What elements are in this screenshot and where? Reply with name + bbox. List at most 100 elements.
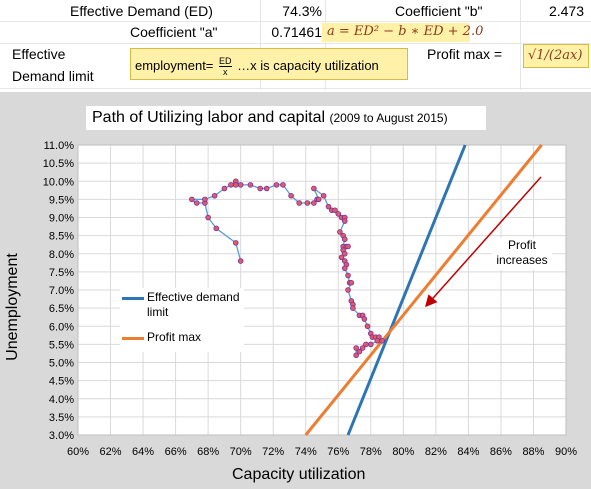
employment-fraction: ED x	[219, 56, 232, 77]
path-point	[379, 337, 385, 344]
y-tick-label: 8.0%	[49, 249, 74, 261]
y-tick-label: 10.5%	[43, 158, 74, 170]
y-tick-label: 6.5%	[49, 303, 74, 315]
legend-swatch-profit-max	[122, 337, 144, 340]
path-point	[247, 182, 254, 188]
legend-label-profit-max: Profit max	[147, 330, 202, 344]
ed-value[interactable]: 74.3%	[282, 3, 322, 19]
ed-limit-label-line2[interactable]: Demand limit	[12, 68, 94, 84]
formula-a-highlight	[322, 23, 470, 42]
annotation-arrow	[425, 176, 542, 308]
y-tick-label: 9.5%	[49, 194, 74, 206]
x-tick-label: 86%	[490, 446, 512, 458]
y-tick-label: 10.0%	[43, 176, 74, 188]
legend-swatch-ed-limit	[122, 297, 144, 300]
path-point	[350, 305, 356, 311]
chart-subtitle: (2009 to August 2015)	[329, 111, 448, 125]
legend-item-profit-max: Profit max	[122, 330, 201, 345]
path-point	[341, 250, 348, 257]
path-point	[361, 316, 368, 322]
ed-limit-label-line1[interactable]: Effective	[12, 46, 66, 62]
employment-formula-prefix: employment=	[135, 57, 214, 73]
y-tick-labels: 3.0% 3.5% 4.0% 4.5% 5.0% 5.5% 6.0% 6.5% 7.0% 7.5%…	[43, 140, 74, 442]
row-gridline	[0, 88, 591, 89]
fraction-numerator: ED	[219, 56, 232, 67]
col-gridline	[260, 0, 261, 90]
path-point	[228, 182, 234, 188]
y-tick-label: 8.5%	[49, 231, 74, 243]
path-point	[364, 323, 371, 330]
path-point	[315, 196, 322, 203]
path-point	[263, 185, 270, 192]
path-point	[341, 265, 348, 272]
legend-label-ed-limit: Effective demand limit	[147, 290, 240, 319]
x-tick-labels: 60% 62% 64% 66% 68% 70% 72% 74% 76% 78% 80% 82% 84% 8…	[67, 446, 577, 458]
path-point	[211, 192, 218, 199]
path-point	[237, 182, 244, 188]
coef-a-label[interactable]: Coefficient "a"	[130, 24, 218, 40]
path-point	[345, 287, 351, 293]
x-tick-label: 68%	[197, 446, 219, 458]
profit-max-formula[interactable]: √1/(2ax)	[528, 48, 583, 63]
series-line-profit-max	[304, 144, 543, 436]
y-tick-label: 3.5%	[49, 412, 74, 424]
x-axis-label: Capacity utilization	[232, 466, 366, 483]
path-point	[202, 196, 208, 203]
path-point	[356, 348, 363, 355]
path-point	[353, 345, 359, 351]
profit-increases-arrow	[425, 176, 542, 308]
path-point	[374, 337, 381, 344]
path-point	[320, 192, 327, 199]
fraction-denominator: x	[223, 67, 228, 77]
path-point	[304, 200, 311, 206]
coef-b-label[interactable]: Coefficient "b"	[395, 3, 483, 19]
path-point	[237, 258, 244, 264]
path-point	[348, 279, 355, 286]
formula-a[interactable]: a = ED² − b ∗ ED + 2.0	[327, 24, 484, 39]
path-point	[257, 185, 263, 192]
y-tick-label: 7.0%	[49, 285, 74, 297]
x-tick-label: 84%	[457, 446, 479, 458]
x-tick-label: 66%	[165, 446, 187, 458]
path-point	[325, 203, 332, 210]
profit-max-label[interactable]: Profit max =	[427, 46, 503, 62]
path-point	[359, 345, 366, 351]
x-tick-label: 60%	[67, 446, 89, 458]
path-point	[338, 254, 345, 261]
path-point	[363, 341, 369, 348]
path-point	[213, 225, 220, 232]
path-point	[232, 240, 239, 246]
ed-label[interactable]: Effective Demand (ED)	[70, 3, 213, 19]
annotation-line2: increases	[496, 253, 548, 267]
legend: Effective demand limit Profit max	[120, 288, 244, 352]
employment-formula-box	[130, 48, 408, 80]
series-line-effective-demand-limit	[346, 144, 467, 436]
col-gridline	[325, 0, 326, 90]
path-point	[288, 192, 294, 199]
annotation-label: Profit increases	[492, 238, 552, 270]
coef-b-value[interactable]: 2.473	[548, 3, 584, 19]
x-tick-label: 78%	[360, 446, 382, 458]
coef-a-value[interactable]: 0.71461	[271, 24, 322, 40]
path-point	[345, 243, 351, 250]
y-tick-label: 4.0%	[49, 394, 74, 406]
employment-formula[interactable]: employment= ED x …x is capacity utilizat…	[135, 56, 379, 77]
x-tick-label: 80%	[392, 446, 414, 458]
path-point	[205, 214, 211, 221]
path-point	[367, 341, 374, 348]
path-point	[337, 229, 343, 235]
path-point	[341, 218, 348, 224]
path-point	[335, 211, 342, 217]
path-point	[311, 200, 317, 206]
x-tick-label: 90%	[555, 446, 577, 458]
path-point	[189, 196, 195, 203]
x-tick-label: 62%	[100, 446, 122, 458]
path-point	[332, 207, 338, 214]
data-path	[189, 178, 385, 359]
path-point	[296, 200, 303, 206]
path-point	[221, 185, 228, 192]
path-point	[341, 236, 348, 243]
x-tick-label: 88%	[522, 446, 544, 458]
series-lines	[304, 144, 543, 436]
row-gridline	[0, 43, 591, 44]
